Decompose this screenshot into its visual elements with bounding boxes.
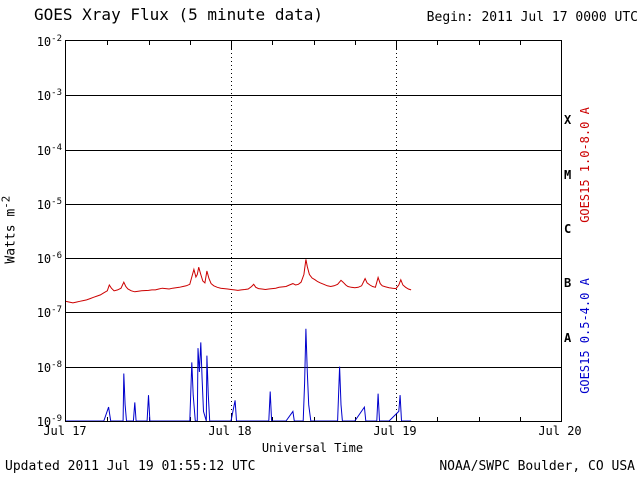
flare-class-b: B — [564, 276, 572, 291]
legend-short-channel: GOES15 0.5-4.0 A — [575, 248, 595, 424]
y-tick-label: 10-8 — [36, 359, 62, 375]
legend-short-channel-text: GOES15 0.5-4.0 A — [578, 278, 592, 394]
y-tick-label: 10-7 — [36, 305, 62, 321]
y-tick-label: 10-9 — [36, 414, 62, 429]
plot-area — [65, 40, 562, 422]
y-axis-title-text: Watts m — [3, 209, 19, 264]
flare-class-m: M — [564, 167, 572, 182]
begin-time-label: Begin: 2011 Jul 17 0000 UTC — [426, 10, 638, 25]
page-title: GOES Xray Flux (5 minute data) — [34, 5, 323, 24]
x-tick-label: Jul 19 — [373, 424, 417, 438]
chart-canvas — [66, 41, 561, 421]
grid-lines — [66, 41, 561, 421]
y-tick-label: 10-4 — [36, 142, 62, 158]
legend-long-channel-text: GOES15 1.0-8.0 A — [578, 107, 592, 223]
y-axis-title-exponent: -2 — [0, 196, 13, 210]
axis-ticks — [107, 41, 521, 421]
flare-class-a: A — [564, 330, 572, 345]
source-attribution: NOAA/SWPC Boulder, CO USA — [439, 459, 635, 474]
y-tick-label: 10-5 — [36, 196, 62, 212]
series-goes15-0-5-4-0-a — [66, 328, 412, 421]
y-tick-label: 10-2 — [36, 34, 62, 49]
series-goes15-1-0-8-0-a — [66, 259, 412, 304]
updated-timestamp: Updated 2011 Jul 19 01:55:12 UTC — [5, 459, 256, 474]
flare-class-c: C — [564, 222, 572, 236]
y-tick-label: 10-6 — [36, 251, 62, 267]
x-tick-label: Jul 20 — [538, 424, 582, 438]
y-axis-title: Watts m-2 — [0, 40, 20, 420]
x-axis-title: Universal Time — [261, 441, 364, 455]
data-series — [66, 259, 412, 421]
x-tick-label: Jul 17 — [43, 424, 87, 438]
flare-class-x: X — [564, 113, 572, 128]
x-tick-label: Jul 18 — [208, 424, 252, 438]
y-tick-label: 10-3 — [36, 88, 62, 104]
